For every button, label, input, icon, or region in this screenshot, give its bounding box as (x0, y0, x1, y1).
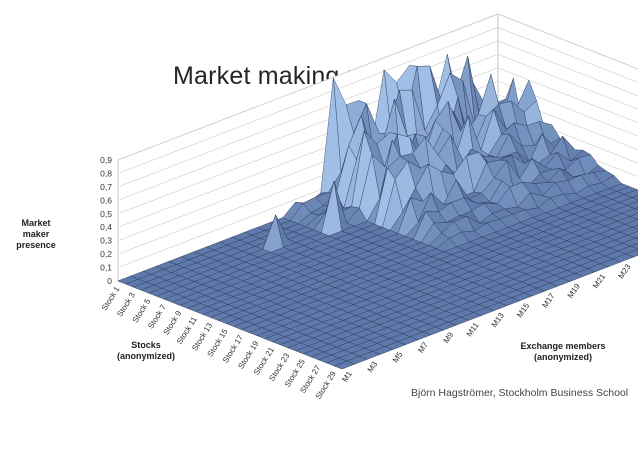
member-tick-label: M3 (366, 359, 380, 374)
member-axis-title: Exchange members (520, 341, 605, 351)
z-tick-label: 0,1 (100, 263, 112, 273)
member-tick-label: M19 (566, 281, 583, 299)
z-axis-title: Market (21, 218, 50, 228)
z-tick-label: 0,6 (100, 195, 112, 205)
gridline (117, 13, 638, 161)
gridline (117, 80, 638, 228)
gridline (117, 67, 638, 215)
member-tick-label: M1 (340, 369, 354, 384)
member-tick-label: M17 (540, 291, 557, 309)
surface-cell (635, 237, 638, 240)
member-tick-label: M7 (416, 340, 430, 355)
member-tick-label: M11 (465, 320, 481, 338)
member-tick-label: M15 (515, 301, 532, 319)
member-tick-label: M21 (591, 272, 608, 290)
member-tick-label: M13 (490, 311, 507, 329)
z-tick-label: 0 (107, 276, 112, 286)
surface-plot (117, 54, 638, 370)
z-axis-ticks: 0 0,1 0,2 0,3 0,4 0,5 0,6 0,7 0,8 0,9 (100, 155, 112, 286)
z-tick-label: 0,8 (100, 168, 112, 178)
surface-cell (634, 207, 638, 210)
gridline (117, 94, 638, 242)
member-tick-label: M5 (391, 350, 405, 365)
gridline (117, 53, 638, 201)
credit-text: Björn Hagströmer, Stockholm Business Sch… (411, 387, 629, 399)
z-axis-title: presence (16, 240, 56, 250)
gridline (117, 27, 638, 174)
gridline (117, 40, 638, 188)
z-tick-label: 0,3 (100, 236, 112, 246)
stock-axis-title: Stocks (131, 340, 161, 350)
z-tick-label: 0,5 (100, 209, 112, 219)
z-tick-label: 0,9 (100, 155, 112, 165)
z-tick-label: 0,2 (100, 249, 112, 259)
member-axis-title: (anonymized) (534, 352, 592, 362)
z-axis-title: maker (23, 229, 50, 239)
z-tick-label: 0,4 (100, 222, 112, 232)
member-tick-label: M23 (616, 262, 633, 280)
stock-axis-title: (anonymized) (117, 351, 175, 361)
member-tick-label: M9 (442, 330, 456, 345)
z-tick-label: 0,7 (100, 182, 112, 192)
axis-titles: MarketmakerpresenceStocks(anonymized)Exc… (16, 218, 605, 362)
surface-cell (333, 360, 356, 370)
